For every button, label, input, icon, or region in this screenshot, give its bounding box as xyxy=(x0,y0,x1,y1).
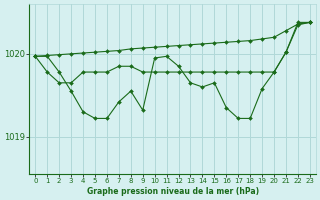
X-axis label: Graphe pression niveau de la mer (hPa): Graphe pression niveau de la mer (hPa) xyxy=(86,187,259,196)
